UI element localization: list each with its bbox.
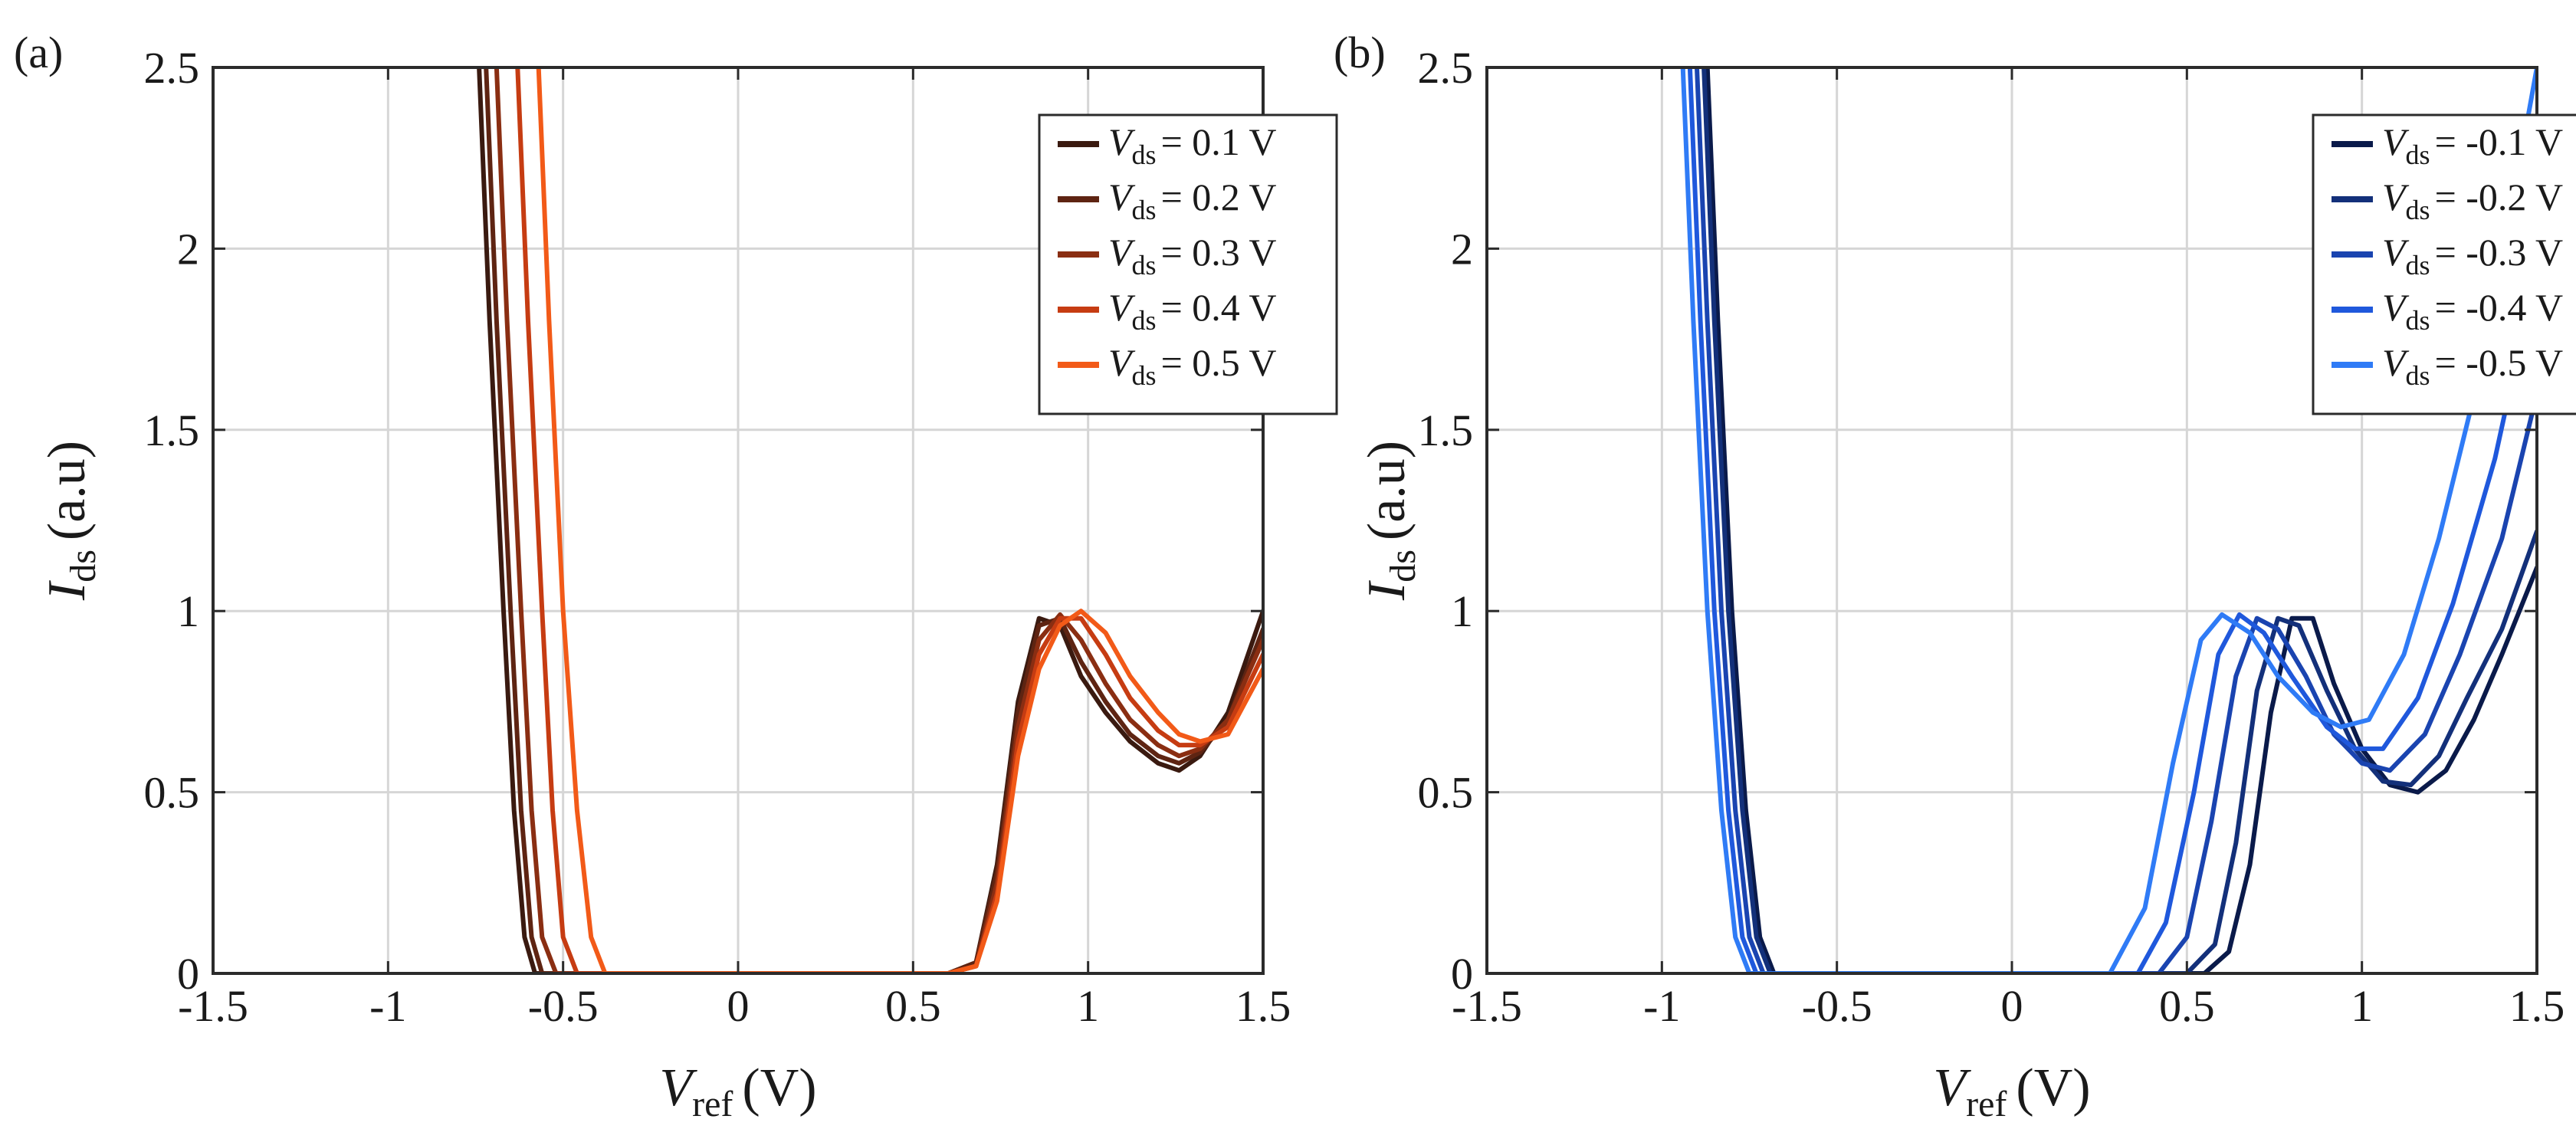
panel-label: (b) [1334, 28, 1386, 77]
legend-var: V [1108, 176, 1136, 218]
y-axis-label: Ids (a.u) [1357, 441, 1423, 601]
y-tick-label: 1.5 [1418, 405, 1474, 455]
legend-var: V [2382, 286, 2410, 329]
x-tick-label: 1.5 [2509, 981, 2565, 1031]
legend-value: = 0.4 V [1161, 286, 1277, 329]
series-line-5 [536, 67, 1263, 973]
legend-entry-3: Vds = 0.3 V [1108, 231, 1276, 281]
y-tick-label: 1 [1451, 586, 1473, 636]
y-tick-label: 0 [177, 949, 199, 999]
y-tick-label: 0.5 [1418, 768, 1474, 818]
legend-value: = 0.5 V [1161, 341, 1277, 384]
legend-entry-5: Vds = -0.5 V [2382, 341, 2563, 391]
legend-entry-1: Vds = 0.1 V [1108, 120, 1276, 170]
legend-sub: ds [1132, 250, 1157, 281]
y-axis-sub: ds [1383, 550, 1423, 583]
y-tick-label: 1 [177, 586, 199, 636]
x-axis-var: V [1933, 1058, 1971, 1118]
legend-entry-2: Vds = -0.2 V [2382, 176, 2563, 225]
y-axis-var: I [1357, 579, 1416, 601]
legend-value: = 0.3 V [1161, 231, 1277, 274]
y-axis-sub: ds [63, 550, 103, 583]
legend-var: V [1108, 341, 1136, 384]
x-tick-label: 0.5 [885, 981, 941, 1031]
legend-sub: ds [1132, 195, 1157, 225]
x-axis-sub: ref [1966, 1084, 2007, 1124]
x-axis-unit: (V) [2016, 1058, 2090, 1118]
x-tick-label: -0.5 [528, 981, 599, 1031]
chart-panel-a: -1.5 -1 -0.5 0 0.5 1 1.5 0 0.5 1 1.5 2 2.5 Vref (V) Ids… [14, 28, 1338, 1124]
y-tick-label: 0.5 [144, 768, 200, 818]
legend-sub: ds [2406, 195, 2430, 225]
series-line-3 [1695, 67, 2537, 973]
x-tick-label: 1.5 [1235, 981, 1291, 1031]
legend-entry-2: Vds = 0.2 V [1108, 176, 1276, 225]
y-axis-label: Ids (a.u) [38, 441, 103, 601]
legend-var: V [1108, 120, 1136, 163]
legend-entry-5: Vds = 0.5 V [1108, 341, 1276, 391]
legend-var: V [1108, 286, 1136, 329]
legend-value: = -0.3 V [2435, 231, 2564, 274]
y-axis-unit: (a.u) [38, 441, 97, 540]
legend-var: V [1108, 231, 1136, 274]
x-tick-label: -1.5 [1452, 981, 1522, 1031]
x-tick-label: 0.5 [2159, 981, 2215, 1031]
x-axis-unit: (V) [742, 1058, 816, 1118]
legend-var: V [2382, 231, 2410, 274]
x-axis-sub: ref [692, 1084, 733, 1124]
legend-sub: ds [1132, 360, 1157, 391]
series-line-4 [1687, 67, 2537, 973]
legend-sub: ds [2406, 305, 2430, 336]
legend-value: = -0.5 V [2435, 341, 2564, 384]
legend-sub: ds [2406, 360, 2430, 391]
legend-entry-1: Vds = -0.1 V [2382, 120, 2563, 170]
legend-entry-3: Vds = -0.3 V [2382, 231, 2563, 281]
x-axis-var: V [659, 1058, 697, 1118]
chart-panel-b: -1.5 -1 -0.5 0 0.5 1 1.5 0 0.5 1 1.5 2 2.5 Vref (V) Ids… [1334, 28, 2576, 1124]
panel-label: (a) [14, 28, 63, 77]
legend-sub: ds [2406, 139, 2430, 170]
x-tick-label: 0 [2001, 981, 2023, 1031]
y-axis-unit: (a.u) [1357, 441, 1416, 540]
legend-sub: ds [1132, 305, 1157, 336]
legend-entry-4: Vds = -0.4 V [2382, 286, 2563, 336]
x-tick-label: 1 [1077, 981, 1099, 1031]
x-tick-label: -1.5 [178, 981, 248, 1031]
legend-value: = 0.2 V [1161, 176, 1277, 218]
x-tick-label: 0 [727, 981, 750, 1031]
legend-value: = -0.2 V [2435, 176, 2564, 218]
y-tick-label: 2 [177, 224, 199, 274]
series-line-2 [1701, 67, 2537, 973]
y-axis-var: I [38, 579, 97, 601]
legend-value: = 0.1 V [1161, 120, 1277, 163]
x-tick-label: -1 [369, 981, 406, 1031]
series-group [1680, 67, 2537, 973]
y-tick-label: 2.5 [1418, 43, 1474, 93]
legend-var: V [2382, 120, 2410, 163]
y-tick-label: 0 [1451, 949, 1473, 999]
legend-sub: ds [2406, 250, 2430, 281]
legend-value: = -0.1 V [2435, 120, 2564, 163]
x-axis-label: Vref (V) [1933, 1058, 2090, 1124]
legend-sub: ds [1132, 139, 1157, 170]
legend-var: V [2382, 176, 2410, 218]
y-tick-label: 1.5 [144, 405, 200, 455]
legend-value: = -0.4 V [2435, 286, 2564, 329]
x-tick-label: 1 [2351, 981, 2373, 1031]
y-tick-label: 2.5 [144, 43, 200, 93]
legend-entry-4: Vds = 0.4 V [1108, 286, 1276, 336]
y-tick-label: 2 [1451, 224, 1473, 274]
series-line-5 [1680, 67, 2537, 973]
x-tick-label: -0.5 [1802, 981, 1872, 1031]
series-group [477, 67, 1263, 973]
x-axis-label: Vref (V) [659, 1058, 816, 1124]
series-line-1 [1705, 67, 2537, 973]
x-tick-label: -1 [1643, 981, 1680, 1031]
legend-var: V [2382, 341, 2410, 384]
